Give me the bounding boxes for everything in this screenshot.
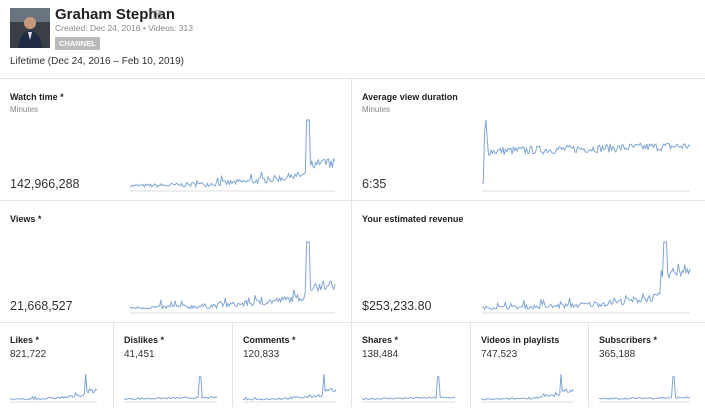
sparkline-path <box>598 376 691 400</box>
metric-title: Average view duration <box>362 92 458 102</box>
metric-unit: Minutes <box>362 105 391 114</box>
sparkline-path <box>481 241 691 311</box>
metric-value: 142,966,288 <box>10 177 80 191</box>
metric-value: 21,668,527 <box>10 299 73 313</box>
sparkline <box>480 373 574 403</box>
channel-meta: Created: Dec 24, 2016 • Videos: 313 <box>55 23 193 33</box>
sparkline <box>242 373 337 403</box>
metric-card[interactable]: Comments * 120,833 <box>232 322 351 407</box>
sparkline <box>361 376 456 403</box>
sparkline <box>481 241 691 314</box>
metric-card[interactable]: Average view duration Minutes 6:35 <box>351 78 705 200</box>
sparkline-path <box>129 119 336 189</box>
metric-value: $253,233.80 <box>362 299 432 313</box>
sparkline-path <box>242 373 337 401</box>
metric-title: Likes * <box>10 335 40 345</box>
sparkline-path <box>482 119 691 184</box>
sparkline-path <box>361 376 456 401</box>
metric-card[interactable]: Videos in playlists 747,523 <box>470 322 588 407</box>
sparkline <box>10 373 98 403</box>
metric-card[interactable]: Watch time * Minutes 142,966,288 <box>0 78 351 200</box>
metric-title: Shares * <box>362 335 399 345</box>
metric-title: Your estimated revenue <box>362 214 464 224</box>
metric-card[interactable]: Views * 21,668,527 <box>0 200 351 322</box>
metric-value: 41,451 <box>124 349 155 360</box>
sparkline-path <box>129 241 336 311</box>
metric-value: 821,722 <box>10 349 47 360</box>
metric-value: 138,484 <box>362 349 399 360</box>
metric-title: Watch time * <box>10 92 64 102</box>
sparkline <box>482 119 691 192</box>
sparkline-path <box>123 376 218 401</box>
metric-title: Comments * <box>243 335 296 345</box>
sparkline <box>598 376 691 403</box>
sparkline <box>129 241 336 314</box>
metric-card[interactable]: Dislikes * 41,451 <box>113 322 232 407</box>
metric-value: 747,523 <box>481 349 518 360</box>
metric-card[interactable]: Subscribers * 365,188 <box>588 322 705 407</box>
metric-card[interactable]: Likes * 821,722 <box>0 322 113 407</box>
metric-card[interactable]: Your estimated revenue $253,233.80 <box>351 200 705 322</box>
metric-title: Views * <box>10 214 42 224</box>
sparkline-path <box>10 373 98 401</box>
sparkline <box>129 119 336 192</box>
avatar <box>10 8 50 48</box>
metric-unit: Minutes <box>10 105 39 114</box>
sparkline <box>123 376 218 403</box>
channel-badge: CHANNEL <box>55 37 100 50</box>
metric-title: Subscribers * <box>599 335 658 345</box>
metric-value: 120,833 <box>243 349 280 360</box>
link-icon[interactable] <box>153 10 162 19</box>
metric-title: Videos in playlists <box>481 335 560 345</box>
metric-value: 365,188 <box>599 349 636 360</box>
metric-card[interactable]: Shares * 138,484 <box>351 322 470 407</box>
period-label: Lifetime (Dec 24, 2016 – Feb 10, 2019) <box>10 56 184 67</box>
metric-title: Dislikes * <box>124 335 165 345</box>
sparkline-path <box>480 373 574 401</box>
channel-name[interactable]: Graham Stephan <box>55 6 176 23</box>
metric-value: 6:35 <box>362 177 387 191</box>
